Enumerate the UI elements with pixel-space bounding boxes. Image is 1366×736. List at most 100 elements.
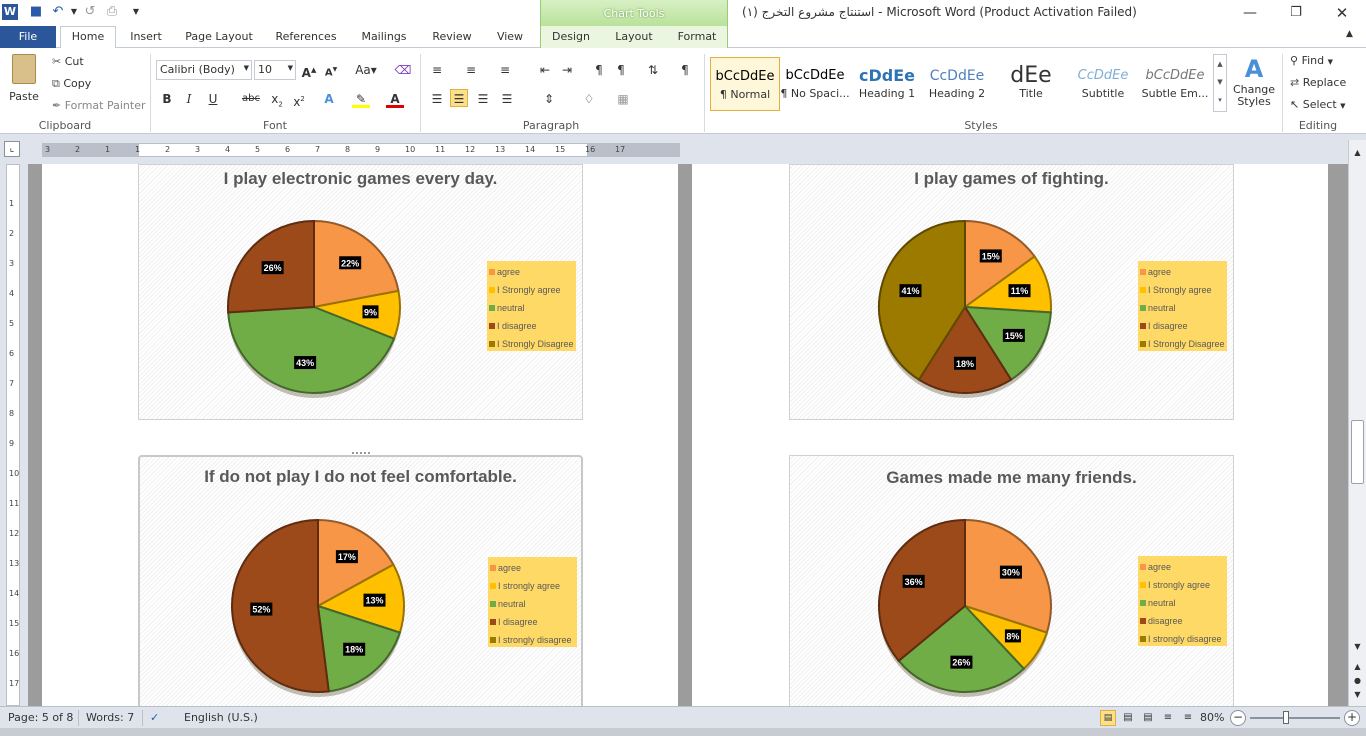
tab-selector-icon[interactable]: ⌞ — [4, 141, 20, 157]
print-layout-view-icon[interactable]: ▤ — [1100, 710, 1116, 726]
tab-design[interactable]: Design — [552, 30, 590, 43]
subscript-icon[interactable]: x2 — [271, 92, 283, 109]
align-left-icon[interactable]: ☰ — [431, 92, 443, 106]
shrink-font-icon[interactable]: A▼ — [324, 66, 338, 79]
pie-chart-electronic-games[interactable]: I play electronic games every day. 22% 9%… — [138, 164, 583, 420]
bold-icon[interactable]: B — [162, 92, 172, 106]
undo-icon[interactable]: ↶ — [52, 4, 64, 19]
vertical-ruler[interactable]: 1 2 3 4 5 6 7 8 9 10 11 12 13 14 15 16 17 — [0, 164, 28, 706]
word-count[interactable]: Words: 7 — [86, 711, 135, 724]
scroll-down-icon[interactable]: ▼ — [1354, 642, 1361, 651]
horizontal-ruler[interactable]: 3 2 1 1 2 3 4 5 6 7 8 9 10 11 12 13 14 15 16 17 — [42, 143, 680, 157]
pie-slice-i-strongly-disagree[interactable] — [878, 219, 966, 381]
pie-chart-fighting-games[interactable]: I play games of fighting. 15% 11% 15% 18% 41… — [789, 164, 1234, 420]
chart-resize-handle[interactable] — [352, 452, 370, 456]
print-preview-icon[interactable]: ⎙ — [106, 4, 118, 19]
zoom-slider-track[interactable] — [1250, 717, 1340, 719]
pie-chart-not-comfortable[interactable]: If do not play I do not feel comfortable… — [138, 452, 583, 706]
redo-icon[interactable]: ↺ — [84, 4, 96, 19]
highlight-icon[interactable]: ✎ — [352, 90, 370, 108]
font-size-select[interactable]: 10 ▼ — [254, 60, 296, 80]
word-logo-icon[interactable]: W — [2, 4, 18, 20]
underline-icon[interactable]: U — [208, 92, 218, 106]
bullets-icon[interactable]: ≡ — [431, 63, 443, 77]
copy-button[interactable]: ⧉ Copy — [52, 76, 91, 92]
page-count[interactable]: Page: 5 of 8 — [8, 711, 74, 724]
style-title[interactable]: dEe Title — [996, 57, 1066, 111]
pie-chart-friends[interactable]: Games made me many friends. 30% 8% 26% 36% … — [789, 455, 1234, 706]
zoom-level[interactable]: 80% — [1200, 711, 1225, 724]
italic-icon[interactable]: I — [186, 92, 192, 106]
scroll-thumb[interactable] — [1351, 420, 1364, 484]
format-painter-button[interactable]: ✒ Format Painter — [52, 98, 146, 114]
tab-mailings[interactable]: Mailings — [361, 30, 407, 43]
pie-slice-i-strongly-agree[interactable] — [315, 563, 405, 634]
save-icon[interactable]: ■ — [29, 4, 43, 19]
tab-references[interactable]: References — [275, 30, 337, 43]
font-family-select[interactable]: Calibri (Body) ▼ — [156, 60, 252, 80]
line-spacing-icon[interactable]: ⇕ — [543, 92, 555, 106]
change-case-icon[interactable]: Aa▾ — [355, 63, 377, 77]
vertical-scrollbar[interactable]: ▲ ▼ ▲ ● ▼ — [1348, 140, 1366, 706]
tab-home[interactable]: Home — [60, 26, 116, 49]
previous-page-icon[interactable]: ▲ — [1354, 662, 1361, 671]
show-marks-icon[interactable]: ¶ — [681, 63, 689, 77]
next-page-icon[interactable]: ▼ — [1354, 690, 1361, 699]
close-icon[interactable]: ✕ — [1335, 4, 1349, 22]
align-right-icon[interactable]: ☰ — [477, 92, 489, 106]
language[interactable]: English (U.S.) — [184, 711, 258, 724]
pie-slice-agree[interactable] — [964, 219, 1036, 309]
align-center-icon[interactable]: ☰ — [450, 89, 468, 107]
outline-view-icon[interactable]: ≡ — [1163, 712, 1173, 723]
styles-scroll[interactable]: ▲ ▼ ▾ — [1213, 54, 1227, 112]
style-heading-1[interactable]: cDdEe Heading 1 — [852, 57, 922, 111]
restore-icon[interactable]: ❐ — [1290, 5, 1302, 20]
tab-layout[interactable]: Layout — [615, 30, 653, 43]
select-button[interactable]: ↖ Select ▼ — [1290, 97, 1346, 114]
tab-page-layout[interactable]: Page Layout — [185, 30, 253, 43]
ribbon-collapse-icon[interactable]: ▲ — [1346, 29, 1353, 39]
tab-format[interactable]: Format — [677, 30, 717, 43]
decrease-indent-icon[interactable]: ⇤ — [539, 63, 551, 77]
full-screen-view-icon[interactable]: ▤ — [1123, 712, 1133, 723]
pie-slice-neutral[interactable] — [227, 305, 396, 394]
font-color-icon[interactable]: A — [386, 90, 404, 108]
justify-icon[interactable]: ☰ — [501, 92, 513, 106]
tab-file[interactable]: File — [0, 26, 56, 48]
draft-view-icon[interactable]: ≡ — [1183, 712, 1193, 723]
proofing-icon[interactable]: ✓ — [150, 711, 160, 724]
customize-qat-icon[interactable]: ▼ — [132, 7, 140, 16]
cut-button[interactable]: ✂ Cut — [52, 54, 84, 70]
tab-review[interactable]: Review — [432, 30, 472, 43]
strikethrough-icon[interactable]: abc — [242, 93, 260, 104]
tab-insert[interactable]: Insert — [130, 30, 162, 43]
pie-slice-i-disagree[interactable] — [231, 518, 330, 693]
pie-slice-i-disagree[interactable] — [917, 305, 1013, 394]
web-layout-view-icon[interactable]: ▤ — [1143, 712, 1153, 723]
style-no-spacing[interactable]: bCcDdEe ¶ No Spaci... — [780, 57, 850, 111]
find-button[interactable]: ⚲ Find ▼ — [1290, 53, 1333, 70]
pie-slice-neutral[interactable] — [963, 305, 1052, 381]
sort-icon[interactable]: ⇅ — [647, 63, 659, 77]
style-heading-2[interactable]: CcDdEe Heading 2 — [922, 57, 992, 111]
rtl-icon[interactable]: ¶ — [617, 63, 625, 77]
increase-indent-icon[interactable]: ⇥ — [561, 63, 573, 77]
pie-slice-neutral[interactable] — [897, 604, 1026, 693]
zoom-in-icon[interactable]: + — [1344, 710, 1360, 726]
select-browse-object-icon[interactable]: ● — [1354, 676, 1361, 685]
multilevel-list-icon[interactable]: ≡ — [499, 63, 511, 77]
tab-view[interactable]: View — [496, 30, 524, 43]
paste-button[interactable]: Paste — [6, 52, 42, 112]
zoom-slider-thumb[interactable] — [1283, 711, 1289, 724]
replace-button[interactable]: ⇄ Replace — [1290, 75, 1346, 91]
scroll-up-icon[interactable]: ▲ — [1354, 148, 1361, 157]
zoom-out-icon[interactable]: − — [1230, 710, 1246, 726]
shading-icon[interactable]: ♢ — [583, 92, 595, 106]
grow-font-icon[interactable]: A▲ — [301, 66, 317, 80]
style-subtitle[interactable]: CcDdEe Subtitle — [1068, 57, 1138, 111]
numbering-icon[interactable]: ≡ — [465, 63, 477, 77]
pie-slice-disagree[interactable] — [878, 518, 966, 663]
change-styles-button[interactable]: A Change Styles — [1230, 54, 1278, 114]
text-effects-icon[interactable]: A — [324, 92, 334, 106]
clear-formatting-icon[interactable]: ⌫ — [394, 63, 412, 77]
